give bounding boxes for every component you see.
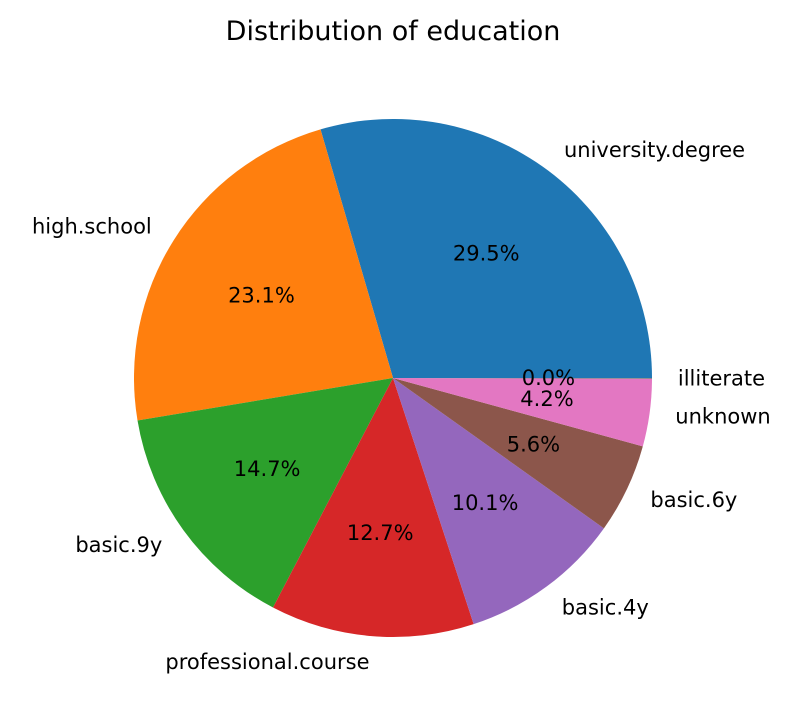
pie-slice-unknown (393, 378, 652, 447)
slice-percent-basic-9y: 14.7% (234, 457, 301, 481)
pie-slice-basic-9y (137, 378, 393, 608)
slice-percent-professional-course: 12.7% (347, 521, 414, 545)
slice-percent-high-school: 23.1% (228, 283, 295, 307)
slice-labels: university.degree high.school basic.9y prof… (32, 138, 771, 674)
pie-slice-university-degree (320, 118, 652, 379)
pie-slice-basic-6y (393, 378, 643, 529)
slice-label-basic-6y: basic.6y (650, 488, 737, 512)
chart-title: Distribution of education (226, 16, 561, 47)
slice-percent-university-degree: 29.5% (453, 242, 520, 266)
slice-percent-basic-4y: 10.1% (452, 491, 519, 515)
pie-slices (133, 118, 652, 637)
slice-label-illiterate: illiterate (678, 366, 765, 390)
slice-label-university-degree: university.degree (564, 138, 745, 162)
pie-slice-illiterate (393, 378, 652, 379)
slice-label-professional-course: professional.course (165, 650, 369, 674)
slice-percent-basic-6y: 5.6% (507, 433, 560, 457)
slice-percent-unknown: 4.2% (520, 387, 573, 411)
pie-slice-basic-4y (393, 378, 604, 625)
pie-slice-high-school (133, 129, 393, 421)
slice-label-basic-9y: basic.9y (75, 533, 162, 557)
pie-slice-professional-course (273, 378, 474, 637)
slice-label-high-school: high.school (32, 214, 152, 238)
slice-label-unknown: unknown (675, 404, 770, 428)
slice-percent-illiterate: 0.0% (522, 366, 575, 390)
slice-percent-labels: 29.5% 23.1% 14.7% 12.7% 10.1% 5.6% 4.2%0.0% (228, 242, 575, 545)
slice-label-basic-4y: basic.4y (562, 596, 649, 620)
